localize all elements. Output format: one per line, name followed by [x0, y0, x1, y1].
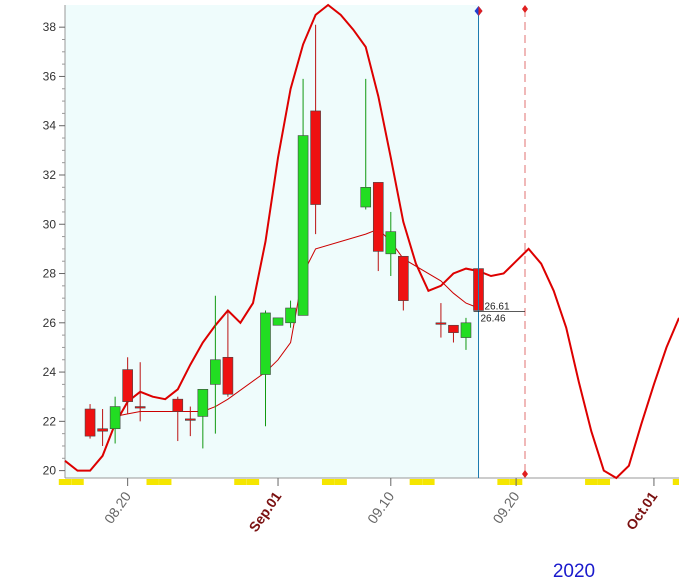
weekend-marker	[321, 479, 335, 485]
y-tick-label: 24	[43, 365, 57, 379]
candle-body	[222, 356, 234, 395]
candle-body	[122, 369, 133, 402]
weekend-marker	[409, 479, 423, 485]
candle-body	[285, 307, 296, 324]
candle-body	[185, 418, 196, 421]
weekend-marker	[672, 479, 679, 485]
weekend-marker	[246, 479, 260, 485]
candle-body	[272, 317, 284, 326]
y-tick-label: 38	[43, 20, 57, 34]
weekend-marker	[597, 479, 611, 485]
candle-body	[310, 110, 321, 205]
weekend-marker	[159, 479, 172, 485]
candle-body	[372, 182, 384, 252]
candle-body	[385, 231, 397, 255]
candle-body	[448, 324, 459, 333]
price-label: 26.61	[485, 301, 510, 312]
cursor-marker	[478, 6, 483, 16]
price-label: 26.46	[481, 313, 506, 324]
weekend-marker	[146, 479, 159, 485]
candle-body	[435, 322, 447, 325]
y-tick-label: 28	[43, 267, 57, 281]
y-tick-label: 22	[43, 414, 57, 428]
candle-body	[84, 408, 96, 437]
projection-line	[64, 3, 679, 480]
candle-body	[360, 187, 372, 208]
weekend-marker	[422, 479, 435, 485]
weekend-marker	[497, 479, 510, 485]
candle-body	[260, 312, 271, 375]
weekend-marker	[58, 479, 72, 485]
y-tick-label: 36	[43, 69, 57, 83]
history-region	[65, 5, 479, 478]
y-tick-label: 26	[43, 316, 57, 330]
y-tick-label: 32	[43, 168, 57, 182]
candle-body	[134, 406, 146, 409]
forecast-marker	[522, 470, 528, 478]
candle-body	[398, 255, 409, 301]
candle-body	[172, 398, 184, 412]
y-tick-label: 34	[43, 119, 57, 133]
weekend-marker	[585, 479, 598, 485]
candle-body	[109, 406, 121, 430]
y-tick-label: 30	[43, 217, 57, 231]
weekend-marker	[234, 479, 247, 485]
candle-body	[97, 428, 108, 432]
candle-body	[197, 389, 209, 417]
weekend-marker	[334, 479, 347, 485]
weekend-marker	[71, 479, 84, 485]
candle-body	[210, 359, 221, 385]
forecast-marker	[522, 5, 528, 13]
y-tick-label: 20	[43, 464, 57, 478]
year-label: 2020	[553, 561, 595, 582]
candle-body	[297, 135, 309, 316]
candle-body	[460, 322, 472, 338]
